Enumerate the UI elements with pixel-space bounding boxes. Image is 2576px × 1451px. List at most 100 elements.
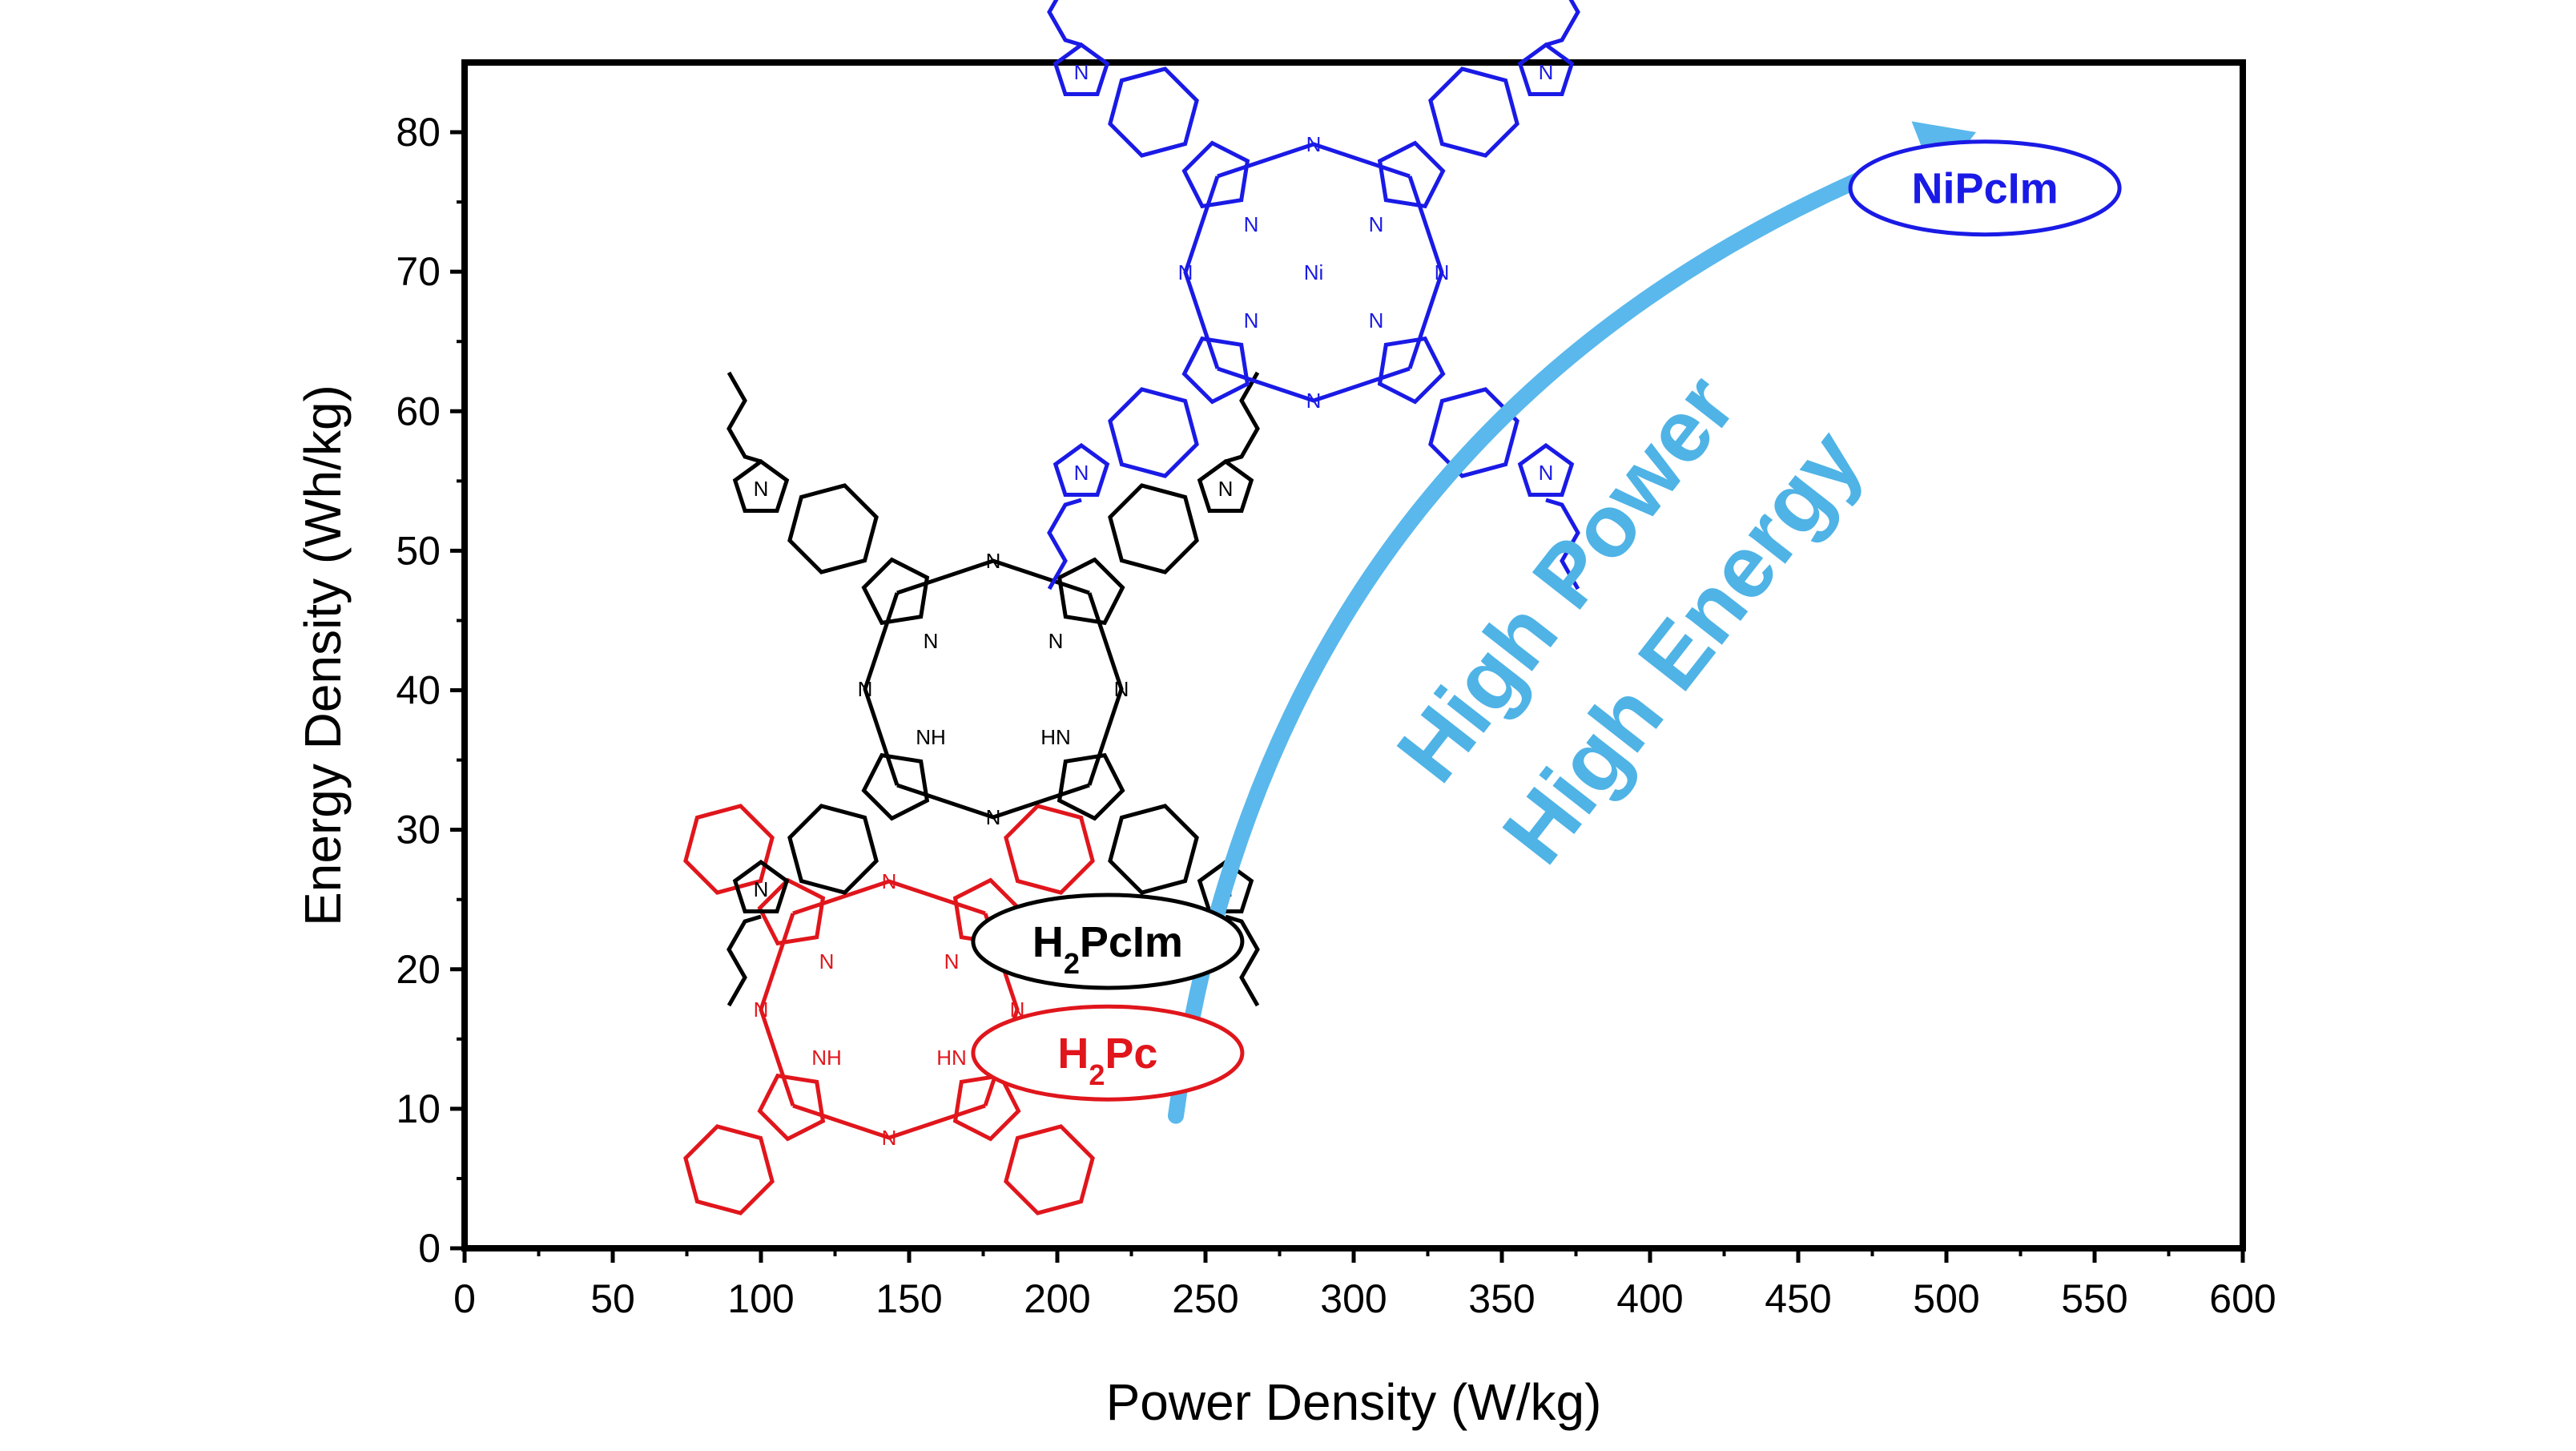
benzene-ring (1004, 804, 1095, 895)
atom-label: N (1114, 677, 1129, 701)
label-ellipse (971, 1004, 1245, 1102)
atom-label: N (882, 869, 897, 893)
atom-label: N (1244, 212, 1259, 236)
atom-label: N (1218, 477, 1234, 501)
x-axis-ticks: 0 50 100 150 200 250 300 350 400 450 500 550 600 (453, 1248, 2276, 1321)
imidazole-ring (1517, 442, 1575, 497)
atom-label: NH (811, 1046, 842, 1070)
y-tick-label: 10 (396, 1086, 441, 1131)
imidazole-ring (1053, 42, 1110, 96)
benzene-ring (787, 483, 879, 574)
compound-label: H2Pc (971, 1004, 1245, 1102)
meso-bridge (896, 558, 1090, 595)
benzene-ring (787, 804, 879, 895)
x-tick-label: 200 (1024, 1276, 1090, 1321)
benzene-ring (1108, 387, 1199, 478)
y-tick-label: 40 (396, 668, 441, 713)
pyrrole-ring (1377, 336, 1446, 405)
atom-label: N (1074, 60, 1089, 84)
pyrrole-ring (1057, 752, 1125, 821)
atom-label: N (858, 677, 873, 701)
atom-label: HN (1040, 725, 1071, 749)
molecule: N N N N N N NH HN (683, 804, 1095, 1215)
meso-bridge (863, 592, 900, 786)
label-ellipse (1848, 139, 2122, 237)
benzene-ring (1108, 483, 1199, 574)
pyrrole-ring (757, 1073, 826, 1142)
imidazole-ring (732, 859, 790, 913)
atom-label: N (1178, 260, 1193, 284)
benzene-ring (1004, 1124, 1095, 1215)
y-tick-label: 50 (396, 528, 441, 573)
compound-name: H2Pc (1057, 1030, 1157, 1091)
x-tick-label: 300 (1320, 1276, 1387, 1321)
atom-label: N (944, 949, 960, 973)
atom-label: N (986, 805, 1001, 829)
benzene-ring (1108, 67, 1199, 158)
butyl-chain (1047, 498, 1082, 590)
atom-label: HN (936, 1046, 967, 1070)
x-tick-label: 400 (1616, 1276, 1683, 1321)
x-tick-label: 350 (1468, 1276, 1535, 1321)
pyrrole-ring (861, 557, 930, 626)
atom-label: N (1306, 389, 1322, 413)
pyrrole-ring (1181, 336, 1250, 405)
atom-label: N (1539, 60, 1554, 84)
y-tick-label: 30 (396, 808, 441, 852)
benzene-ring (1428, 387, 1519, 478)
atom-label: N (819, 949, 835, 973)
meso-bridge (759, 913, 795, 1106)
plot-frame (461, 59, 2246, 1251)
compound-name: H2PcIm (1032, 918, 1183, 980)
atom-label: N (882, 1126, 897, 1150)
atom-label: N (924, 629, 939, 653)
y-tick-label: 60 (396, 389, 441, 433)
atom-label: N (754, 477, 769, 501)
label-ellipse (971, 893, 1245, 990)
meso-bridge (792, 1103, 986, 1140)
y-axis-title: Energy Density (Wh/kg) (294, 385, 352, 926)
benzene-ring (683, 804, 775, 895)
molecule: N N N N N N NH HN N N N N (727, 371, 1260, 1007)
imidazole-ring (732, 458, 790, 513)
atom-label: N (754, 877, 769, 901)
y-tick-label: 70 (396, 249, 441, 294)
benzene-ring (683, 1124, 775, 1215)
butyl-chain (1545, 0, 1580, 47)
x-tick-label: 450 (1765, 1276, 1831, 1321)
y-tick-label: 20 (396, 947, 441, 992)
imidazole-ring (1197, 458, 1254, 513)
trend-annotation: High Power High Energy (1168, 121, 1976, 1124)
compound-name: NiPcIm (1912, 165, 2059, 213)
molecule: N N N N N N N N Ni N N N N (1047, 0, 1580, 590)
meso-bridge (1407, 175, 1444, 369)
butyl-chain (1225, 371, 1260, 464)
butyl-chain (1047, 0, 1082, 47)
pyrrole-ring (861, 752, 930, 821)
imidazole-ring (1053, 442, 1110, 497)
x-tick-label: 600 (2209, 1276, 2276, 1321)
atom-label: N (1306, 132, 1322, 156)
x-tick-label: 150 (875, 1276, 942, 1321)
compound-label: H2PcIm (971, 893, 1245, 990)
x-axis-title: Power Density (W/kg) (1106, 1373, 1602, 1431)
x-tick-label: 50 (590, 1276, 635, 1321)
atom-label: N (1049, 629, 1064, 653)
atom-label: N (1369, 212, 1384, 236)
y-tick-label: 80 (396, 110, 441, 155)
pyrrole-ring (1377, 140, 1446, 209)
atom-label: NH (916, 725, 946, 749)
atom-label: N (1074, 461, 1089, 485)
x-tick-label: 100 (727, 1276, 794, 1321)
atom-label: N (754, 998, 769, 1022)
x-tick-label: 550 (2061, 1276, 2127, 1321)
butyl-chain (1545, 498, 1580, 590)
y-axis-ticks: 0 10 20 30 40 50 60 70 80 (396, 110, 465, 1271)
butyl-chain (1225, 914, 1260, 1007)
atom-label: N (1539, 461, 1554, 485)
meso-bridge (896, 783, 1090, 820)
metal-label: Ni (1304, 260, 1324, 284)
benzene-ring (1108, 804, 1199, 895)
